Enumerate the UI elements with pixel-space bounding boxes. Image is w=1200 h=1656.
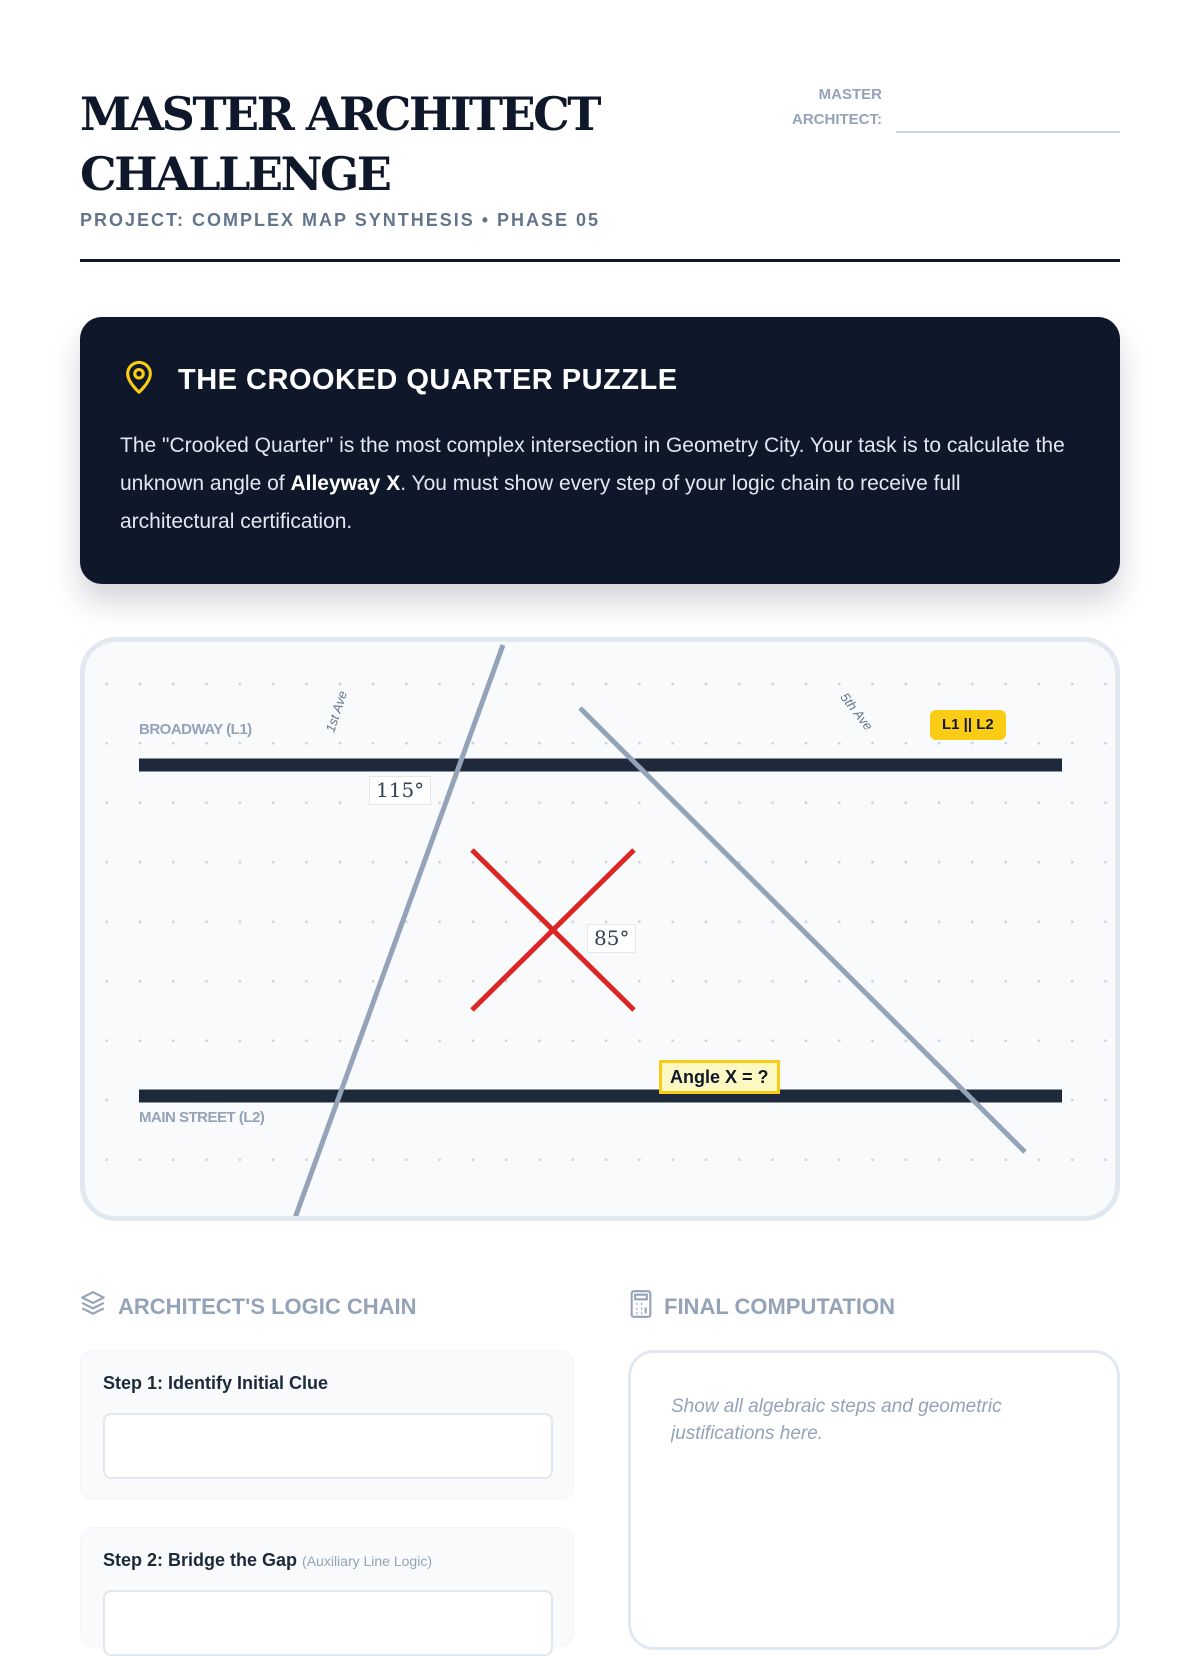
architect-name-field[interactable] [896, 131, 1120, 133]
map-diagram: BROADWAY (L1) MAIN STREET (L2) 1st Ave 5… [80, 637, 1120, 1221]
architect-label: MASTER ARCHITECT: [792, 86, 882, 128]
final-computation-box [628, 1350, 1120, 1650]
layers-icon [80, 1290, 106, 1324]
logic-step-1: Step 1: Identify Initial Clue [80, 1350, 574, 1500]
angle-x-label: Angle X = ? [659, 1060, 780, 1094]
puzzle-title: THE CROOKED QUARTER PUZZLE [178, 364, 678, 396]
final-computation-input[interactable] [671, 1393, 1091, 1613]
puzzle-description: The "Crooked Quarter" is the most comple… [120, 427, 1080, 541]
step-2-label: Step 2: Bridge the Gap (Auxiliary Line L… [103, 1550, 432, 1571]
angle-115-label: 115° [369, 776, 432, 805]
logic-chain-heading: ARCHITECT'S LOGIC CHAIN [80, 1290, 417, 1324]
logic-step-2: Step 2: Bridge the Gap (Auxiliary Line L… [80, 1527, 574, 1656]
step-1-label: Step 1: Identify Initial Clue [103, 1373, 328, 1394]
alleyway-x-text: Alleyway X [290, 472, 401, 495]
step-1-input[interactable] [103, 1413, 553, 1479]
header-divider [80, 259, 1120, 262]
map-pin-icon [122, 359, 156, 402]
alleyway-line-2 [470, 848, 636, 1012]
description-text: The "Crooked Quarter" is the most comple… [120, 434, 1065, 495]
puzzle-card: THE CROOKED QUARTER PUZZLE The "Crooked … [80, 317, 1120, 584]
logic-chain-title: ARCHITECT'S LOGIC CHAIN [118, 1294, 417, 1319]
fifth-ave-line [578, 706, 1027, 1154]
final-computation-title: FINAL COMPUTATION [664, 1294, 895, 1319]
broadway-label: BROADWAY (L1) [139, 721, 252, 738]
page-title: MASTER ARCHITECT CHALLENGE [80, 87, 602, 201]
angle-85-label: 85° [587, 924, 637, 953]
project-subtitle: PROJECT: COMPLEX MAP SYNTHESIS • PHASE 0… [80, 210, 601, 230]
first-ave-line [293, 644, 506, 1216]
parallel-badge: L1 || L2 [930, 710, 1006, 740]
step-1-title: Step 1: Identify Initial Clue [103, 1373, 329, 1393]
calculator-icon [630, 1290, 652, 1324]
main-street-label: MAIN STREET (L2) [139, 1109, 265, 1126]
step-2-title: Step 2: Bridge the Gap [103, 1550, 298, 1570]
description-text-end: . You must show every step of your logic… [120, 472, 961, 533]
step-2-hint: (Auxiliary Line Logic) [302, 1553, 432, 1569]
final-computation-heading: FINAL COMPUTATION [630, 1290, 895, 1324]
